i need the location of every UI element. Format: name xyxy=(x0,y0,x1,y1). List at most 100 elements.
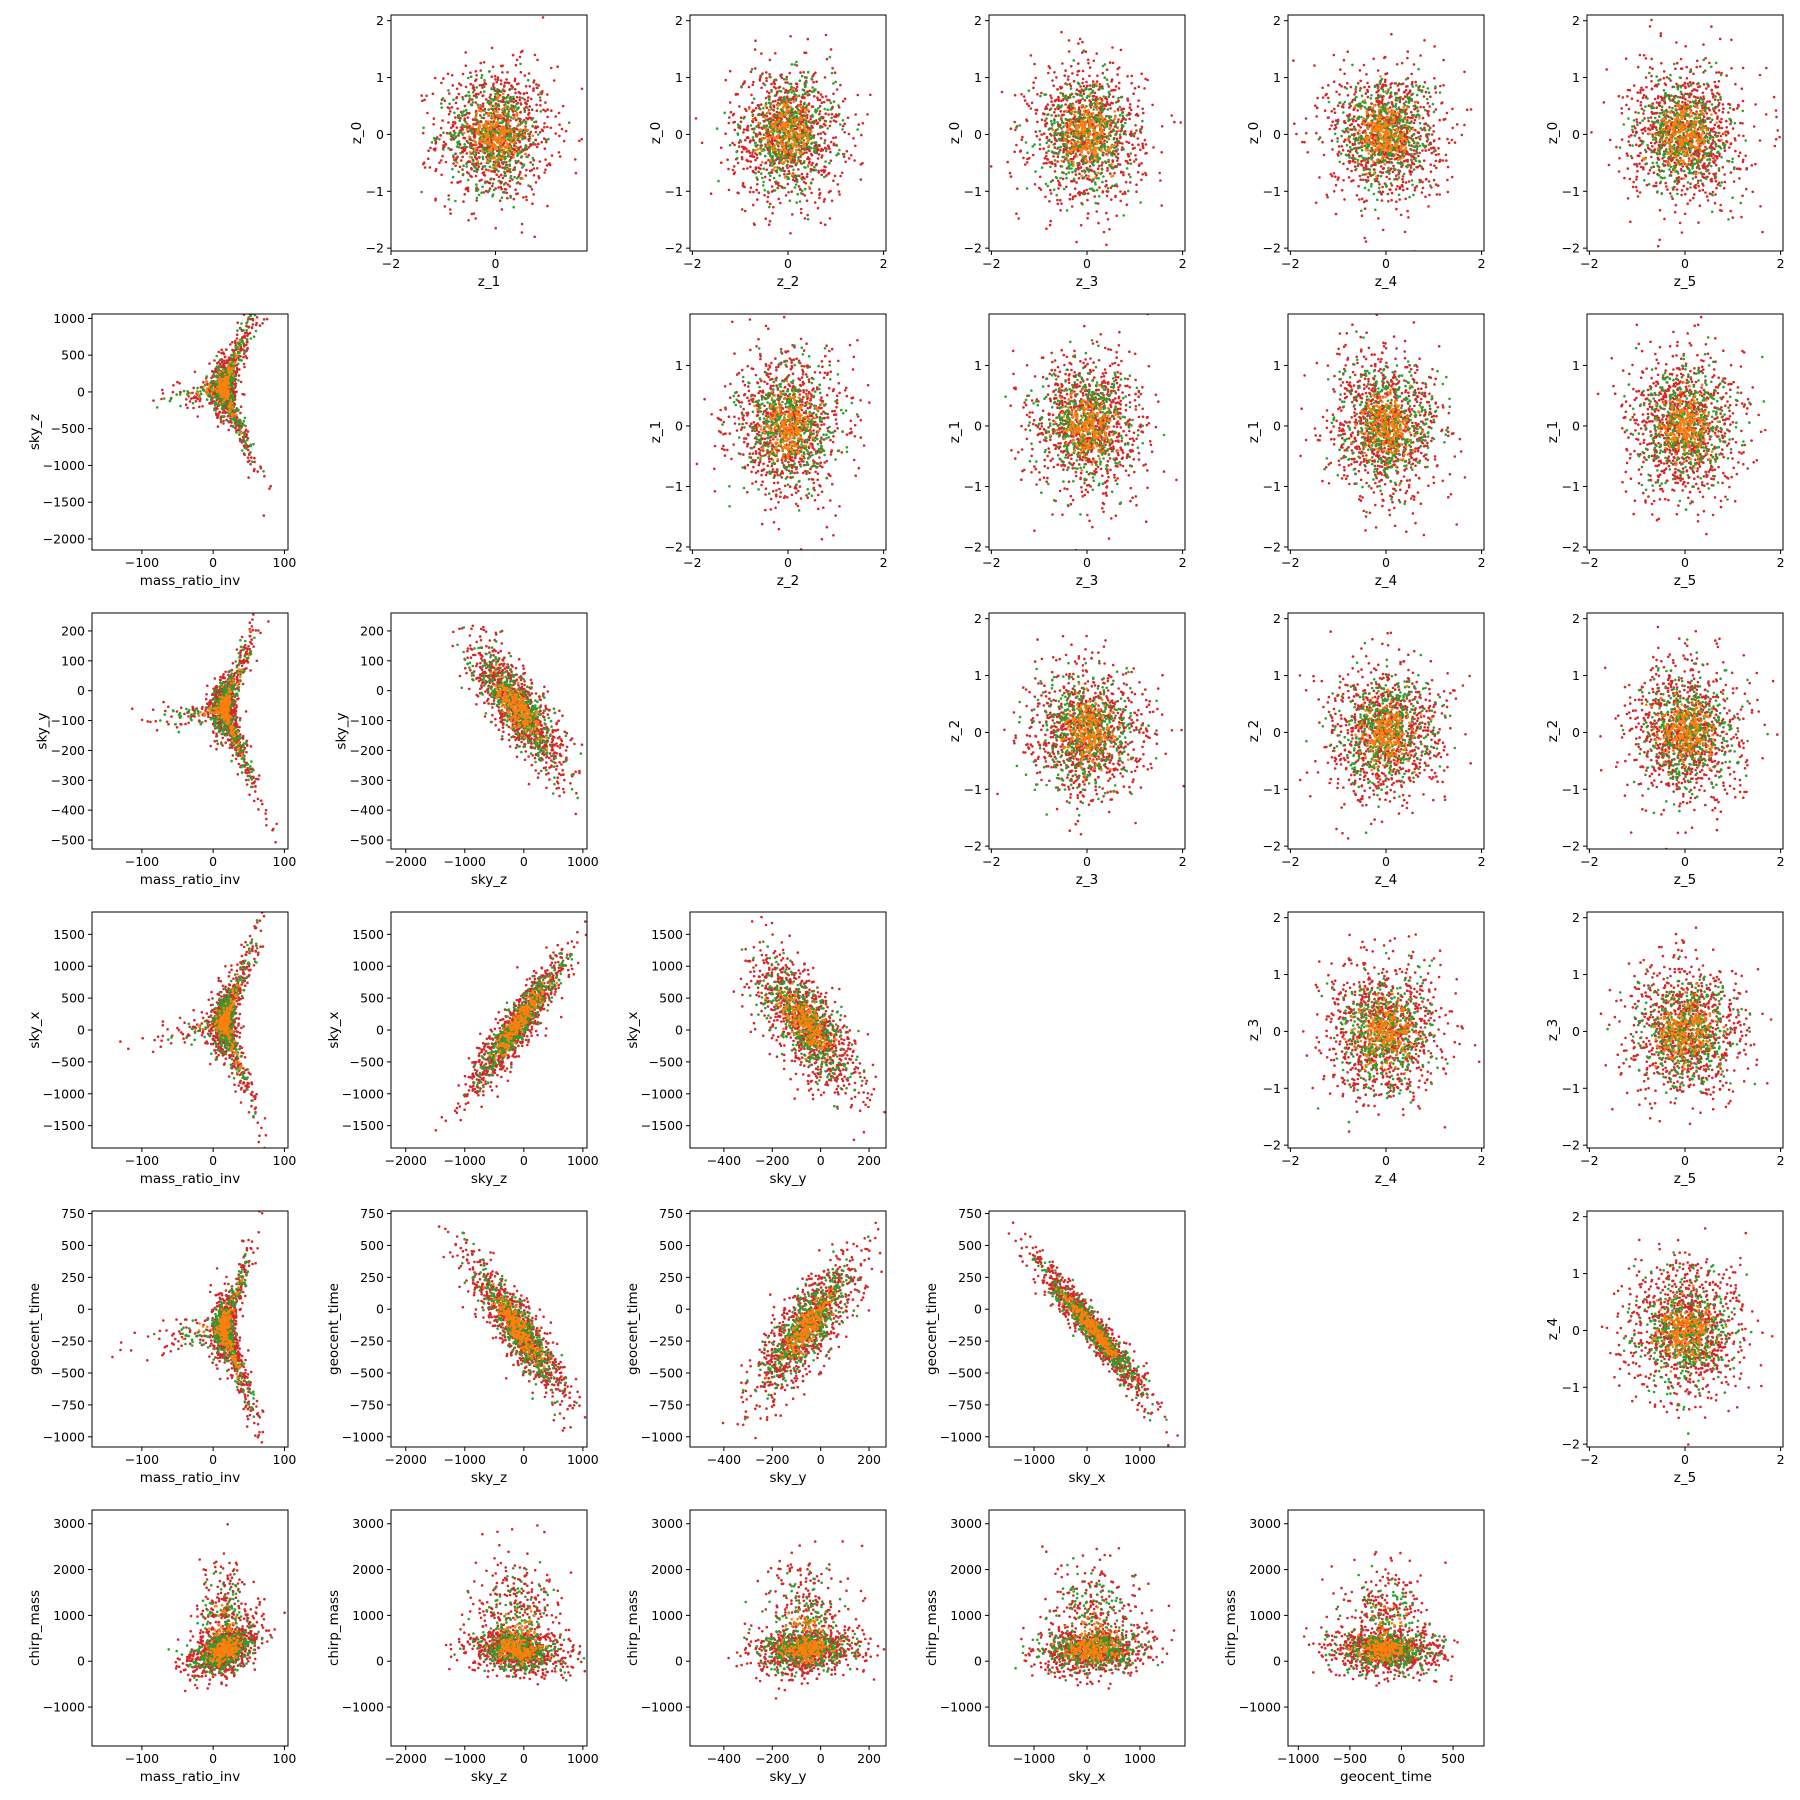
scatter-point-green xyxy=(1081,134,1084,137)
scatter-point-red xyxy=(783,173,786,176)
scatter-point-orange xyxy=(1106,149,1109,152)
scatter-point-red xyxy=(1116,73,1119,76)
scatter-point-green xyxy=(1101,108,1105,112)
scatter-point-red xyxy=(501,176,505,180)
scatter-point-green xyxy=(520,155,524,158)
scatter-point-green xyxy=(508,164,512,167)
scatter-point-red xyxy=(508,88,512,92)
scatter-point-orange xyxy=(1060,159,1063,163)
scatter-point-red xyxy=(783,169,786,173)
scatter-point-green xyxy=(1087,167,1090,171)
scatter-point-red xyxy=(1121,118,1125,121)
scatter-point-red xyxy=(844,160,847,164)
scatter-point-red xyxy=(1432,139,1436,143)
scatter-point-green xyxy=(717,179,720,183)
scatter-point-orange xyxy=(772,148,776,152)
scatter-point-red xyxy=(1042,132,1046,135)
scatter-point-red xyxy=(1061,177,1065,181)
scatter-point-orange xyxy=(785,129,788,133)
scatter-point-red xyxy=(447,112,451,116)
scatter-point-orange xyxy=(795,134,799,138)
scatter-point-green xyxy=(487,189,491,192)
scatter-point-green xyxy=(463,125,467,129)
scatter-point-red xyxy=(751,151,754,154)
scatter-point-orange xyxy=(503,145,506,148)
scatter-point-orange xyxy=(810,130,813,133)
scatter-point-red xyxy=(532,167,536,170)
scatter-point-green xyxy=(801,88,805,91)
scatter-point-green xyxy=(1131,133,1135,136)
scatter-point-green xyxy=(736,123,740,126)
scatter-point-green xyxy=(1047,128,1051,131)
scatter-point-red xyxy=(517,90,521,94)
scatter-point-orange xyxy=(1093,130,1097,133)
scatter-point-orange xyxy=(515,113,518,117)
scatter-point-red xyxy=(1075,88,1079,91)
scatter-point-red xyxy=(827,171,831,175)
scatter-point-green xyxy=(838,148,841,152)
scatter-point-green xyxy=(1080,138,1084,142)
scatter-point-green xyxy=(1097,195,1101,198)
scatter-point-red xyxy=(1098,83,1102,86)
scatter-point-red xyxy=(1445,159,1448,162)
scatter-point-green xyxy=(499,90,503,93)
scatter-point-red xyxy=(461,155,465,159)
scatter-point-green xyxy=(496,118,500,121)
scatter-point-orange xyxy=(1095,146,1099,150)
scatter-point-red xyxy=(1360,214,1364,217)
scatter-point-green xyxy=(814,88,817,91)
scatter-point-red xyxy=(550,109,553,112)
scatter-point-red xyxy=(828,124,832,128)
scatter-point-red xyxy=(771,100,775,103)
scatter-point-red xyxy=(777,184,780,187)
scatter-point-red xyxy=(817,153,821,156)
scatter-point-orange xyxy=(512,141,515,145)
scatter-point-red xyxy=(518,55,522,59)
scatter-point-orange xyxy=(1083,106,1087,109)
scatter-point-red xyxy=(824,112,827,115)
scatter-point-red xyxy=(490,75,494,78)
scatter-point-red xyxy=(499,64,503,68)
scatter-point-red xyxy=(1432,124,1435,127)
scatter-point-red xyxy=(833,71,837,74)
scatter-point-green xyxy=(477,120,480,123)
scatter-point-green xyxy=(809,121,813,124)
scatter-point-green xyxy=(817,117,821,121)
scatter-point-green xyxy=(1064,96,1067,99)
scatter-point-red xyxy=(1086,58,1090,62)
scatter-point-green xyxy=(1034,170,1037,173)
scatter-point-red xyxy=(420,94,423,97)
scatter-point-orange xyxy=(501,153,505,157)
scatter-point-red xyxy=(768,73,771,76)
scatter-point-red xyxy=(818,192,822,195)
scatter-point-green xyxy=(1129,152,1132,155)
scatter-point-red xyxy=(820,173,823,177)
scatter-point-red xyxy=(1053,146,1057,149)
scatter-point-red xyxy=(1160,125,1164,128)
scatter-point-red xyxy=(777,197,781,201)
scatter-point-orange xyxy=(766,143,769,146)
scatter-point-red xyxy=(817,169,820,173)
scatter-point-red xyxy=(752,109,756,112)
scatter-point-orange xyxy=(764,104,768,108)
scatter-point-red xyxy=(464,85,468,89)
scatter-point-green xyxy=(816,144,820,148)
scatter-point-green xyxy=(1120,124,1124,128)
scatter-point-orange xyxy=(1106,153,1109,157)
scatter-point-red xyxy=(1043,156,1047,160)
scatter-point-orange xyxy=(507,107,511,110)
scatter-point-red xyxy=(574,158,577,161)
scatter-point-green xyxy=(468,97,472,100)
scatter-point-green xyxy=(1081,161,1085,164)
scatter-point-red xyxy=(821,95,824,99)
scatter-point-orange xyxy=(1067,128,1070,132)
scatter-point-red xyxy=(499,158,503,162)
scatter-point-red xyxy=(764,96,768,100)
scatter-point-green xyxy=(452,134,456,137)
scatter-point-red xyxy=(812,169,816,172)
scatter-point-orange xyxy=(803,143,807,146)
scatter-point-green xyxy=(504,157,507,160)
scatter-point-green xyxy=(1093,181,1097,184)
scatter-point-green xyxy=(497,151,501,155)
scatter-point-red xyxy=(1015,212,1018,215)
